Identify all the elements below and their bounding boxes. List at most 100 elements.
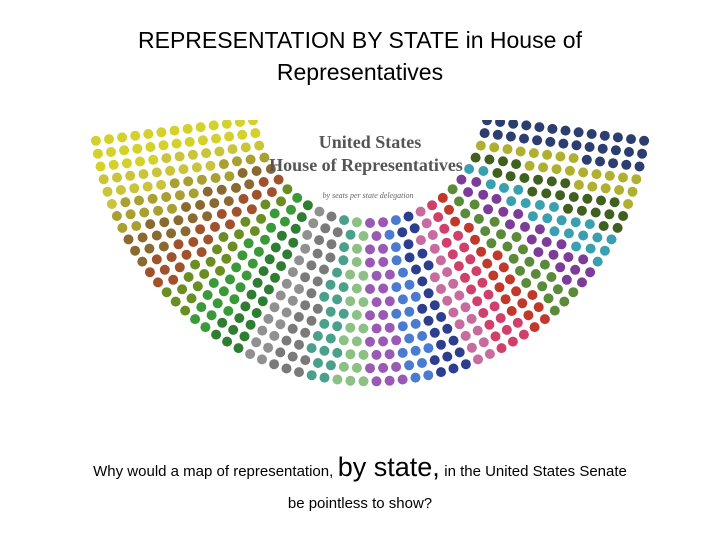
- seat-dot: [365, 336, 375, 347]
- seat-dot: [159, 264, 170, 275]
- seat-dot: [287, 323, 298, 334]
- seat-dot: [471, 266, 482, 277]
- seat-dot: [325, 306, 336, 317]
- seat-dot: [161, 287, 172, 298]
- seat-dot: [260, 234, 270, 245]
- seat-dot: [98, 174, 109, 185]
- seat-dot: [423, 288, 434, 299]
- seat-dot: [259, 152, 270, 163]
- seat-dot: [584, 142, 595, 152]
- seat-dot: [351, 257, 362, 267]
- seat-dot: [433, 212, 444, 223]
- seat-dot: [527, 186, 538, 197]
- seat-dot: [533, 247, 544, 258]
- seat-dot: [404, 252, 415, 263]
- seat-dot: [223, 306, 234, 316]
- seat-dot: [429, 327, 440, 338]
- hemicycle-image: United States House of Representatives b…: [70, 120, 660, 400]
- seat-dot: [184, 136, 195, 147]
- seat-dot: [282, 184, 293, 195]
- seat-dot: [482, 258, 493, 269]
- seat-dot: [570, 264, 581, 275]
- seat-dot: [590, 207, 601, 218]
- seat-dot: [523, 310, 534, 321]
- seat-dot: [325, 279, 336, 290]
- seat-dot: [187, 213, 198, 224]
- image-heading: United States: [319, 132, 422, 152]
- seat-dot: [498, 156, 508, 167]
- seat-dot: [473, 213, 484, 224]
- seat-dot: [192, 281, 203, 292]
- seat-dot: [460, 272, 470, 283]
- seat-dot: [485, 179, 496, 190]
- seat-dot: [137, 256, 148, 267]
- seat-dot: [173, 239, 184, 250]
- seat-dot: [232, 156, 242, 167]
- seat-dot: [541, 188, 552, 199]
- seat-dot: [345, 349, 356, 360]
- seat-dot: [233, 343, 244, 354]
- seat-dot: [391, 335, 402, 346]
- seat-dot: [249, 226, 260, 237]
- seat-dot: [222, 336, 233, 347]
- seat-dot: [208, 278, 219, 288]
- seat-dot: [351, 217, 362, 228]
- seat-dot: [478, 189, 489, 200]
- seat-dot: [447, 249, 458, 260]
- seat-dot: [429, 355, 440, 366]
- seat-dot: [266, 187, 277, 198]
- seat-dot: [604, 209, 615, 220]
- seat-dot: [300, 272, 311, 283]
- seat-dot: [618, 172, 628, 183]
- seat-dot: [478, 337, 489, 348]
- seat-dot: [559, 296, 570, 307]
- seat-dot: [234, 313, 245, 324]
- seat-dot: [598, 221, 609, 231]
- seat-dot: [153, 205, 164, 216]
- seat-dot: [224, 131, 235, 142]
- seat-dot: [496, 229, 506, 240]
- seat-dot: [205, 160, 216, 171]
- seat-dot: [139, 207, 150, 218]
- seat-dot: [384, 349, 395, 360]
- seat-dot: [115, 185, 126, 195]
- seat-dot: [227, 241, 238, 252]
- seat-dot: [195, 200, 206, 210]
- seat-dot: [538, 162, 549, 173]
- seat-dot: [294, 339, 304, 350]
- seat-dot: [223, 196, 234, 207]
- seat-dot: [592, 256, 603, 267]
- seat-dot: [203, 234, 214, 245]
- seat-dot: [183, 176, 194, 187]
- seat-dot: [564, 165, 575, 176]
- seat-dot: [167, 203, 177, 214]
- seat-dot: [125, 170, 136, 181]
- seat-dot: [300, 327, 311, 338]
- seat-dot: [543, 293, 554, 304]
- seat-dot: [351, 362, 362, 373]
- seat-dot: [378, 336, 389, 347]
- seat-dot: [151, 167, 162, 178]
- seat-dot: [524, 256, 535, 267]
- seat-dot: [294, 255, 305, 266]
- seat-dot: [148, 154, 159, 165]
- seat-dot: [211, 329, 222, 340]
- seat-dot: [147, 193, 158, 204]
- seat-dot: [526, 234, 537, 245]
- seat-dot: [508, 120, 519, 129]
- seat-dot: [470, 234, 480, 245]
- seat-dot: [448, 363, 459, 374]
- seat-dot: [423, 343, 434, 354]
- seat-dot: [229, 294, 240, 305]
- seat-dot: [505, 219, 515, 230]
- seat-dot: [571, 140, 582, 151]
- seat-dot: [520, 198, 531, 209]
- seat-dot: [488, 270, 499, 281]
- seat-dot: [308, 218, 319, 229]
- seat-dot: [384, 269, 395, 280]
- seat-dot: [378, 362, 389, 373]
- seat-dot: [292, 192, 303, 203]
- seat-dot: [637, 148, 648, 159]
- seat-dot: [338, 308, 349, 319]
- seat-dot: [326, 239, 337, 250]
